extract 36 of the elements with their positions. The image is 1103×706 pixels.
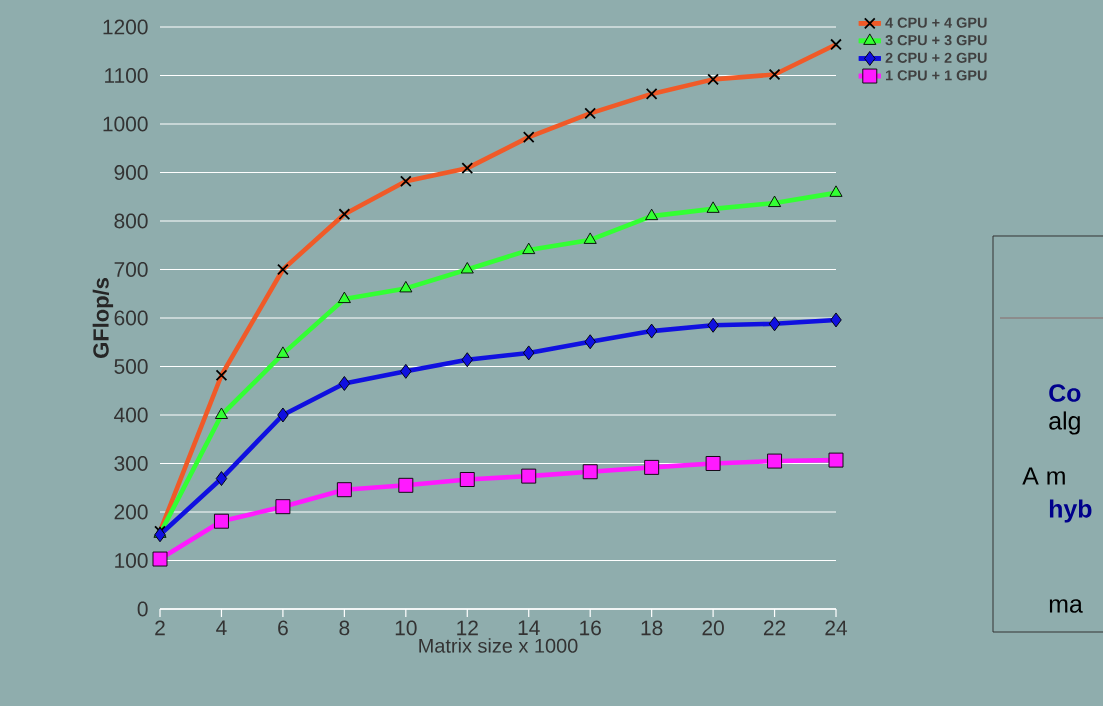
y-tick-label: 500 bbox=[114, 359, 148, 374]
legend-label: 3 CPU + 3 GPU bbox=[885, 35, 987, 46]
text: ma bbox=[1049, 599, 1083, 613]
x-tick-label: 22 bbox=[763, 620, 786, 636]
y-tick-label: 800 bbox=[114, 213, 148, 229]
x-tick-label: 4 bbox=[216, 620, 227, 635]
y-tick-label: 400 bbox=[114, 407, 148, 423]
text: alg bbox=[1049, 411, 1080, 435]
x-tick-label: 10 bbox=[395, 620, 417, 636]
y-tick-label: 300 bbox=[114, 456, 148, 471]
x-tick-label: 6 bbox=[278, 620, 288, 636]
legend-label: 2 CPU + 2 GPU bbox=[885, 52, 987, 63]
y-tick-label: 700 bbox=[114, 262, 148, 277]
y-tick-label: 0 bbox=[137, 601, 148, 617]
legend-label: 1 CPU + 1 GPU bbox=[885, 70, 987, 81]
y-tick-label: 100 bbox=[115, 553, 148, 568]
legend-label: 4 CPU + 4 GPU bbox=[885, 17, 987, 28]
y-axis-title: GFlop/s bbox=[92, 278, 114, 358]
text: hyb bbox=[1049, 499, 1092, 523]
x-tick-label: 2 bbox=[155, 620, 165, 636]
x-axis-title: Matrix size x 1000 bbox=[419, 638, 578, 653]
text: Co bbox=[1049, 384, 1081, 402]
y-tick-label: 1200 bbox=[103, 19, 148, 35]
y-tick-label: 200 bbox=[114, 504, 148, 520]
y-tick-label: 900 bbox=[114, 165, 148, 180]
y-tick-label: 1000 bbox=[103, 116, 148, 132]
x-tick-label: 18 bbox=[641, 620, 663, 636]
y-tick-label: 600 bbox=[114, 310, 148, 326]
x-tick-label: 24 bbox=[825, 620, 848, 636]
y-tick-label: 1100 bbox=[105, 68, 148, 83]
x-tick-label: 16 bbox=[580, 620, 601, 636]
text: A m bbox=[1022, 467, 1065, 485]
x-tick-label: 12 bbox=[457, 620, 478, 636]
x-tick-label: 20 bbox=[702, 620, 724, 636]
x-tick-label: 8 bbox=[339, 620, 350, 636]
x-tick-label: 14 bbox=[518, 620, 540, 635]
